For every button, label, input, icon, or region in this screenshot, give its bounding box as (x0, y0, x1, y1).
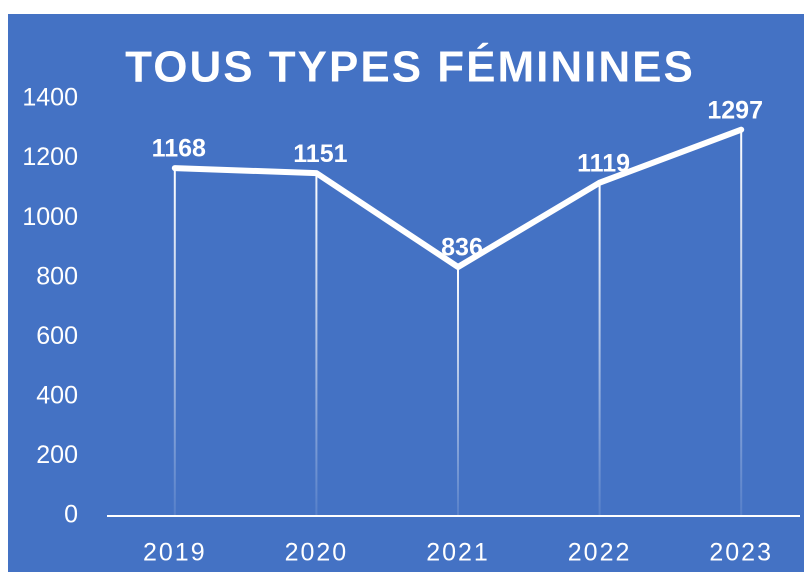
y-tick-label: 1000 (22, 203, 78, 231)
x-tick-label: 2021 (426, 539, 490, 567)
data-label: 1151 (293, 140, 347, 168)
chart-title: TOUS TYPES FÉMININES (125, 42, 695, 92)
y-tick-label: 800 (36, 262, 78, 290)
drop-line (457, 266, 459, 516)
x-tick-label: 2019 (143, 539, 207, 567)
x-tick-label: 2022 (568, 539, 632, 567)
data-line (171, 126, 745, 270)
chart-background (8, 14, 804, 572)
data-label: 836 (441, 234, 483, 262)
y-tick-label: 1400 (22, 84, 78, 112)
x-tick-label: 2020 (285, 539, 349, 567)
drop-line (173, 168, 176, 517)
drop-line (598, 182, 601, 516)
y-tick-label: 1200 (22, 143, 78, 171)
y-tick-label: 600 (36, 322, 78, 350)
x-tick-label: 2023 (709, 539, 773, 567)
drop-line (315, 173, 318, 516)
drop-line (740, 129, 743, 516)
y-tick-label: 0 (64, 501, 78, 529)
y-tick-label: 200 (36, 441, 78, 469)
data-label: 1168 (152, 135, 206, 163)
data-label: 1119 (577, 149, 630, 177)
y-tick-label: 400 (36, 381, 78, 409)
data-label: 1297 (707, 96, 763, 124)
